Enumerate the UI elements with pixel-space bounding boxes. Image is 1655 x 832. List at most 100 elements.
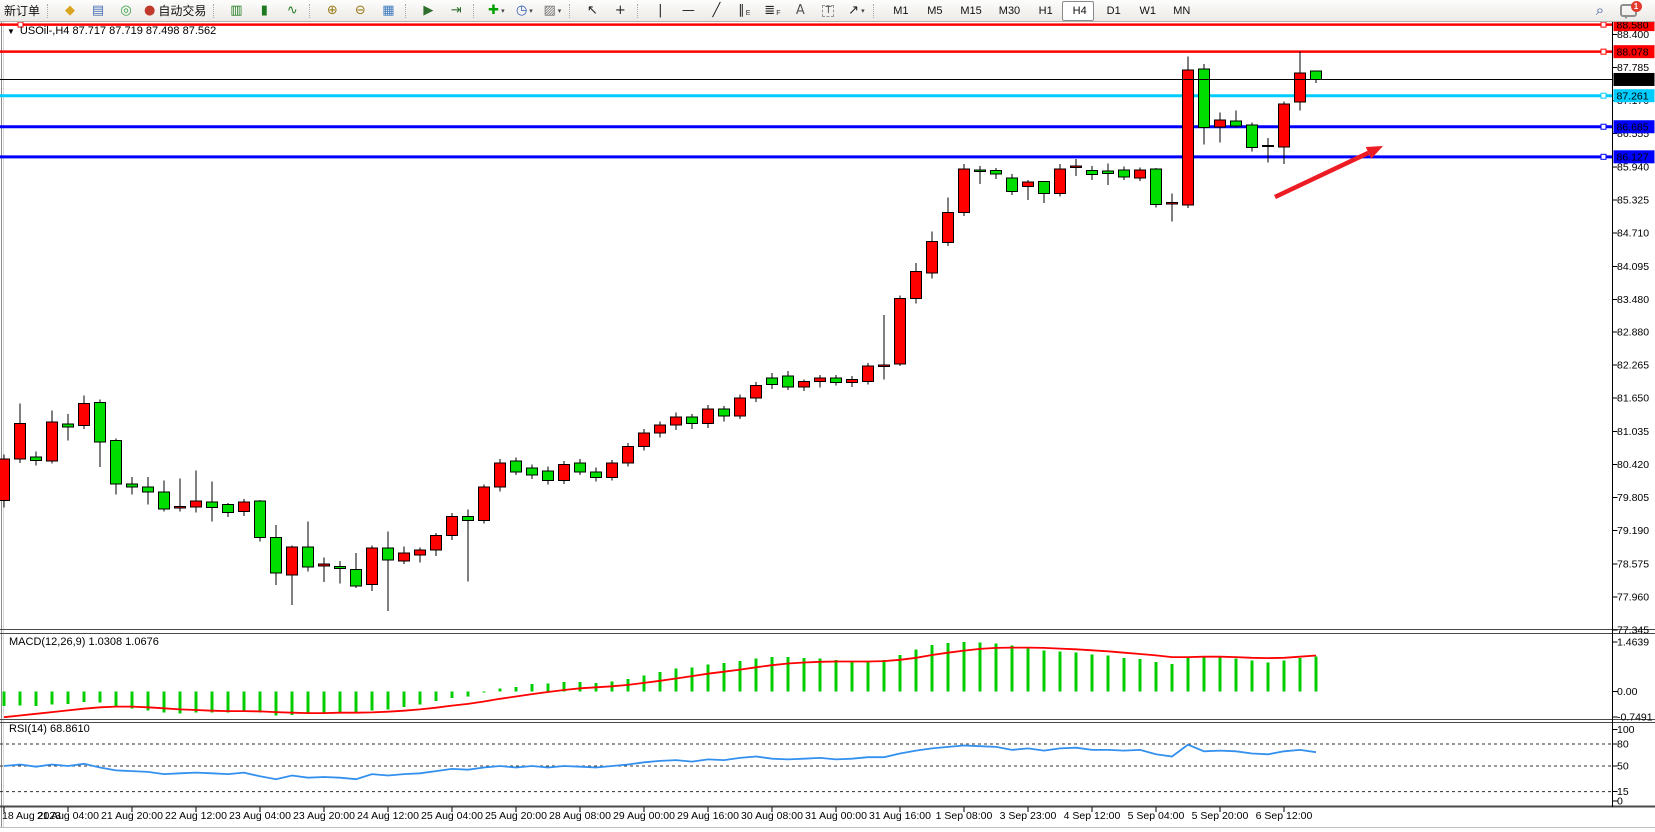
templates-button[interactable]: ▨ ▾ xyxy=(539,1,565,21)
svg-text:78.575: 78.575 xyxy=(1617,558,1649,570)
timeframe-h1-button[interactable]: H1 xyxy=(1028,1,1060,21)
timeframe-m5-button[interactable]: M5 xyxy=(917,1,949,21)
price-label-box-87.261 xyxy=(1613,89,1655,103)
horizontal-line-icon[interactable]: — xyxy=(675,1,701,21)
svg-text:24 Aug 12:00: 24 Aug 12:00 xyxy=(357,810,419,822)
svg-text:84.710: 84.710 xyxy=(1617,228,1649,240)
vertical-line-icon[interactable]: | xyxy=(647,1,673,21)
trend-arrow[interactable] xyxy=(1274,146,1383,200)
auto-scroll-icon: ▶ xyxy=(423,3,434,18)
svg-text:87.261: 87.261 xyxy=(1617,90,1649,102)
hline-handle-right-86.127[interactable] xyxy=(1600,153,1607,160)
text-label-icon: T xyxy=(822,4,835,17)
timeframe-m30-button[interactable]: M30 xyxy=(990,1,1026,21)
periods-button[interactable]: ◷ ▾ xyxy=(511,1,537,21)
toolbar-separator xyxy=(405,3,410,18)
candlestick-chart-icon[interactable]: ▮ xyxy=(251,1,277,21)
toolbar-separator xyxy=(309,3,314,18)
new-order-button[interactable]: 新订单 xyxy=(1,1,43,21)
text-label-icon[interactable]: T xyxy=(815,1,841,21)
toolbar-separator xyxy=(213,3,218,18)
tile-windows-icon: ▦ xyxy=(382,3,395,18)
auto-scroll-icon[interactable]: ▶ xyxy=(415,1,441,21)
hline-handle-right-88.580[interactable] xyxy=(1600,21,1607,28)
svg-text:77.960: 77.960 xyxy=(1617,592,1649,604)
svg-text:82.265: 82.265 xyxy=(1617,359,1649,371)
cursor-icon[interactable]: ↖ xyxy=(579,1,605,21)
svg-text:25 Aug 20:00: 25 Aug 20:00 xyxy=(485,810,547,822)
svg-text:25 Aug 04:00: 25 Aug 04:00 xyxy=(421,810,483,822)
equidistant-channel-icon[interactable]: ∥ E xyxy=(731,1,757,21)
data-window-icon[interactable]: ▤ xyxy=(85,1,111,21)
timeframe-w1-button[interactable]: W1 xyxy=(1130,1,1162,21)
templates-dropdown-icon[interactable]: ▾ xyxy=(557,7,562,15)
timeframe-d1-button[interactable]: D1 xyxy=(1096,1,1128,21)
svg-text:85.325: 85.325 xyxy=(1617,195,1649,207)
svg-text:23 Aug 20:00: 23 Aug 20:00 xyxy=(293,810,355,822)
tile-windows-icon[interactable]: ▦ xyxy=(375,1,401,21)
indicators-button[interactable]: ✚ ▾ xyxy=(483,1,509,21)
arrows-icon[interactable]: ↗ ▾ xyxy=(843,1,869,21)
svg-text:0: 0 xyxy=(1617,796,1623,808)
svg-text:18 Aug 2023: 18 Aug 2023 xyxy=(2,810,61,822)
search-icon: ⌕ xyxy=(1595,1,1605,19)
line-chart-icon[interactable]: ∿ xyxy=(279,1,305,21)
autotrading-icon: ● xyxy=(144,3,156,18)
timeframe-m1-button[interactable]: M1 xyxy=(883,1,915,21)
horizontal-line-objects[interactable] xyxy=(0,21,1612,160)
svg-text:85.940: 85.940 xyxy=(1617,161,1649,173)
hline-handle-left-88.580[interactable] xyxy=(17,21,24,28)
timeframe-mn-button[interactable]: MN xyxy=(1164,1,1196,21)
timeframe-h4-button-label: H4 xyxy=(1072,4,1087,17)
svg-text:22 Aug 12:00: 22 Aug 12:00 xyxy=(165,810,227,822)
notifications-button[interactable]: 1 xyxy=(1615,1,1642,21)
navigator-icon[interactable]: ◎ xyxy=(113,1,139,21)
search-icon[interactable]: ⌕ xyxy=(1587,1,1613,21)
hline-handle-right-87.261[interactable] xyxy=(1600,92,1607,99)
timeframe-w1-button-label: W1 xyxy=(1139,4,1156,17)
rsi-panel xyxy=(0,743,1612,793)
chart-shift-icon[interactable]: ⇥ xyxy=(443,1,469,21)
indicators-dropdown-icon[interactable]: ▾ xyxy=(501,7,505,15)
price-label-box-86.127 xyxy=(1613,150,1655,164)
svg-text:5 Sep 04:00: 5 Sep 04:00 xyxy=(1128,810,1185,822)
indicators-icon: ✚ xyxy=(488,3,500,18)
timeframe-h1-button-label: H1 xyxy=(1038,4,1053,17)
hline-handle-right-86.685[interactable] xyxy=(1600,123,1607,130)
price-label-box-88.078 xyxy=(1613,45,1655,59)
candlestick-chart-icon: ▮ xyxy=(260,3,268,18)
macd-signal-line xyxy=(3,646,1317,719)
panel-separators[interactable] xyxy=(0,629,1655,828)
arrows-icon: ↗ xyxy=(848,3,860,18)
hline-handle-right-88.078[interactable] xyxy=(1600,48,1607,55)
periods-dropdown-icon[interactable]: ▾ xyxy=(529,7,533,15)
market-watch-icon[interactable]: ◆ xyxy=(57,1,83,21)
text-icon[interactable]: A xyxy=(787,1,813,21)
toolbar-separator xyxy=(637,3,642,18)
zoom-out-icon: ⊖ xyxy=(354,3,366,18)
crosshair-icon[interactable]: + xyxy=(607,1,633,21)
arrows-dropdown-icon[interactable]: ▾ xyxy=(861,7,865,15)
fibonacci-icon[interactable]: ≣ F xyxy=(759,1,785,21)
chat-bubble-icon: 1 xyxy=(1619,1,1642,19)
rsi-indicator-label: RSI(14) 68.8610 xyxy=(9,723,90,735)
svg-text:6 Sep 12:00: 6 Sep 12:00 xyxy=(1256,810,1313,822)
chart-symbol-title[interactable]: ▼ USOil-,H4 87.717 87.719 87.498 87.562 xyxy=(7,25,216,37)
timeframe-h4-button[interactable]: H4 xyxy=(1062,0,1095,21)
svg-text:79.805: 79.805 xyxy=(1617,492,1649,504)
bar-chart-icon[interactable]: ▥ xyxy=(223,1,249,21)
timeframe-m15-button-label: M15 xyxy=(960,4,982,17)
zoom-out-icon[interactable]: ⊖ xyxy=(347,1,373,21)
autotrading-button[interactable]: ● 自动交易 xyxy=(141,1,209,21)
chart-shift-icon: ⇥ xyxy=(450,3,462,18)
timeframe-m15-button[interactable]: M15 xyxy=(951,1,987,21)
toolbar-separator xyxy=(47,3,52,18)
chart-menu-dropdown-icon[interactable]: ▼ xyxy=(7,26,15,36)
svg-text:23 Aug 04:00: 23 Aug 04:00 xyxy=(229,810,291,822)
toolbar-separator xyxy=(873,3,878,18)
svg-text:1.4639: 1.4639 xyxy=(1617,637,1649,649)
zoom-in-icon[interactable]: ⊕ xyxy=(319,1,345,21)
trendline-icon[interactable]: ╱ xyxy=(703,1,729,21)
